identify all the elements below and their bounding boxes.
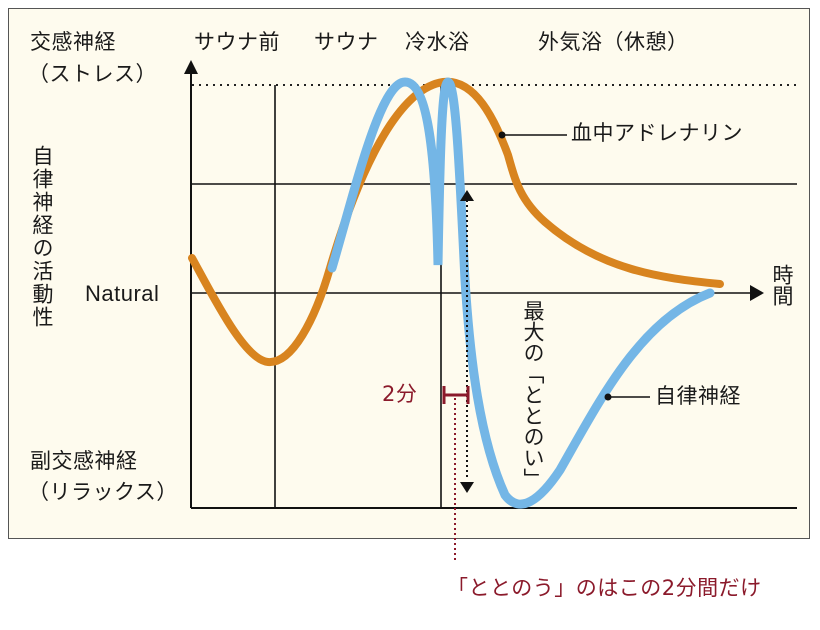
max-totonoi-label: 最大の「ととのい」	[521, 300, 545, 489]
x-axis-arrow-icon	[750, 285, 764, 301]
autonomic-legend: 自律神経	[655, 384, 741, 408]
x-axis-title: 時間	[770, 264, 794, 306]
y-axis-title: 自律神経の活動性	[30, 145, 54, 329]
relax-label: （リラックス）	[28, 480, 178, 504]
arrow-down-icon	[460, 482, 474, 493]
parasympathetic-label: 副交感神経	[30, 449, 138, 473]
y-axis-arrow-icon	[184, 60, 198, 74]
footer-note: 「ととのう」のはこの2分間だけ	[447, 576, 762, 600]
arrow-up-icon	[460, 190, 474, 201]
sympathetic-label: 交感神経	[30, 30, 116, 54]
stress-label: （ストレス）	[28, 62, 157, 86]
autonomic-curve	[327, 77, 715, 509]
two-min-label: 2分	[382, 382, 418, 406]
adrenaline-legend: 血中アドレナリン	[571, 121, 743, 145]
phase-label-sauna: サウナ	[314, 30, 379, 54]
phase-label-cold-bath: 冷水浴	[405, 30, 470, 54]
natural-label: Natural	[85, 281, 160, 306]
phase-label-pre-sauna: サウナ前	[194, 30, 280, 54]
phase-label-outdoor-rest: 外気浴（休憩）	[538, 30, 689, 54]
adrenaline-curve	[188, 77, 724, 366]
